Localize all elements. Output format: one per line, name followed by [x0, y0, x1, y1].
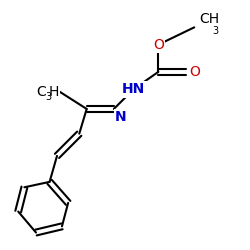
Text: O: O	[190, 65, 200, 79]
Text: C: C	[36, 84, 46, 98]
Text: H: H	[49, 84, 59, 98]
Text: CH: CH	[199, 12, 219, 26]
Text: N: N	[115, 110, 127, 124]
Text: 3: 3	[212, 26, 218, 36]
Text: HN: HN	[122, 82, 145, 96]
Text: 3: 3	[46, 92, 52, 102]
Text: O: O	[153, 38, 164, 52]
